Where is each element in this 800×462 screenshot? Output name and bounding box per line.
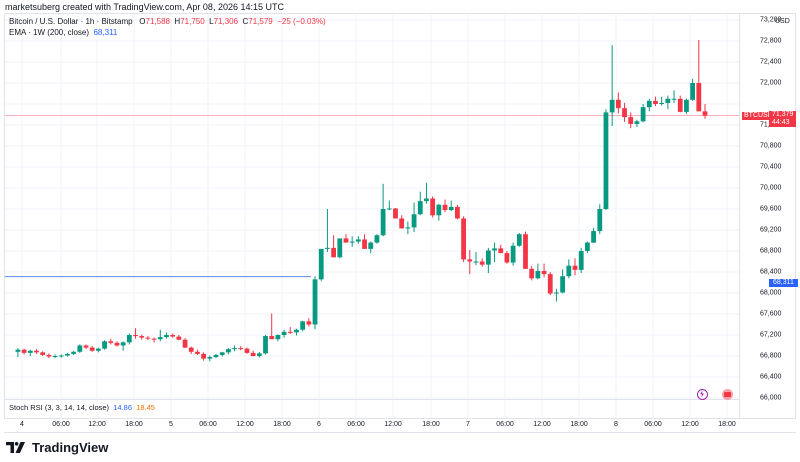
chart-credit: marketsuberg created with TradingView.co…: [5, 2, 284, 12]
open-label: O: [139, 17, 146, 26]
price-tick: 69,600: [760, 205, 782, 213]
time-tick: 7: [466, 421, 470, 428]
open-value: 71,588: [145, 17, 170, 26]
time-tick: 8: [614, 421, 618, 428]
ema-price-tag: 68,311: [769, 279, 798, 287]
pane-separator[interactable]: [4, 399, 740, 400]
brand-name: TradingView: [32, 440, 109, 455]
price-tick: 72,800: [760, 37, 782, 45]
price-tick: 66,800: [760, 352, 782, 360]
time-tick: 4: [20, 421, 24, 428]
price-tick: 66,400: [760, 373, 782, 381]
low-value: 71,306: [213, 17, 239, 26]
price-tick: 67,600: [760, 310, 782, 318]
time-tick: 06:00: [644, 421, 662, 428]
price-tick: 66,000: [760, 394, 782, 402]
stoch-rsi-label[interactable]: Stoch RSI (3, 3, 14, 14, close): [9, 403, 110, 412]
price-axis[interactable]: [740, 13, 796, 419]
lightning-icon: [700, 390, 704, 398]
time-tick: 18:00: [570, 421, 588, 428]
chart-legend: Bitcoin / U.S. Dollar · 1h · Bitstamp O7…: [9, 16, 326, 38]
price-tick: 72,400: [760, 58, 782, 66]
tradingview-logo-icon: [6, 442, 25, 453]
time-tick: 12:00: [236, 421, 254, 428]
price-tick: 72,000: [760, 79, 782, 87]
close-label: C: [242, 17, 249, 26]
ema-label[interactable]: EMA · 1W (200, close): [9, 28, 90, 37]
stoch-rsi-d: 18.45: [136, 403, 155, 412]
time-tick: 6: [317, 421, 321, 428]
change-value: −25 (−0.03%): [277, 17, 326, 26]
time-tick: 06:00: [347, 421, 365, 428]
time-tick: 18:00: [718, 421, 736, 428]
price-tick: 68,400: [760, 268, 782, 276]
price-tick: 70,000: [760, 184, 782, 192]
stoch-rsi-legend: Stoch RSI (3, 3, 14, 14, close) 14.86 18…: [9, 403, 155, 412]
time-axis-top-border: [4, 418, 796, 419]
time-tick: 18:00: [125, 421, 143, 428]
price-tick: 68,800: [760, 247, 782, 255]
close-value: 71,579: [248, 17, 273, 26]
time-tick: 06:00: [496, 421, 514, 428]
ema-value: 68,311: [93, 28, 118, 37]
tradingview-logo[interactable]: TradingView: [6, 440, 108, 455]
time-tick: 18:00: [273, 421, 291, 428]
time-axis-bottom-border: [4, 432, 796, 433]
time-tick: 12:00: [533, 421, 551, 428]
flag-icon: [724, 392, 731, 397]
last-price-value: 71,379: [772, 110, 794, 118]
stoch-rsi-k: 14.86: [113, 403, 133, 412]
price-tick: 67,200: [760, 331, 782, 339]
price-tick: 70,400: [760, 163, 782, 171]
time-tick: 12:00: [384, 421, 402, 428]
last-price-tag: 71,379 44:43: [769, 110, 797, 127]
time-tick: 18:00: [422, 421, 440, 428]
time-tick: 06:00: [199, 421, 217, 428]
economic-event-flag-icon[interactable]: [722, 389, 733, 400]
earnings-event-icon[interactable]: [697, 389, 708, 400]
price-tick: 73,200: [760, 16, 782, 24]
price-tick: 68,000: [760, 289, 782, 297]
time-tick: 06:00: [52, 421, 70, 428]
symbol-price-tag: BTCUSD: [742, 111, 775, 120]
symbol-title[interactable]: Bitcoin / U.S. Dollar · 1h · Bitstamp: [9, 17, 133, 26]
bar-countdown: 44:43: [772, 118, 790, 126]
currency-label: USD: [775, 18, 790, 25]
time-tick: 12:00: [681, 421, 699, 428]
time-tick: 12:00: [88, 421, 106, 428]
ema-row: EMA · 1W (200, close) 68,311: [9, 27, 326, 38]
price-tick: 70,800: [760, 142, 782, 150]
time-tick: 5: [169, 421, 173, 428]
price-tick: 69,200: [760, 226, 782, 234]
high-label: H: [174, 17, 181, 26]
low-label: L: [209, 17, 214, 26]
high-value: 71,750: [180, 17, 205, 26]
ohlc-row: Bitcoin / U.S. Dollar · 1h · Bitstamp O7…: [9, 16, 326, 27]
